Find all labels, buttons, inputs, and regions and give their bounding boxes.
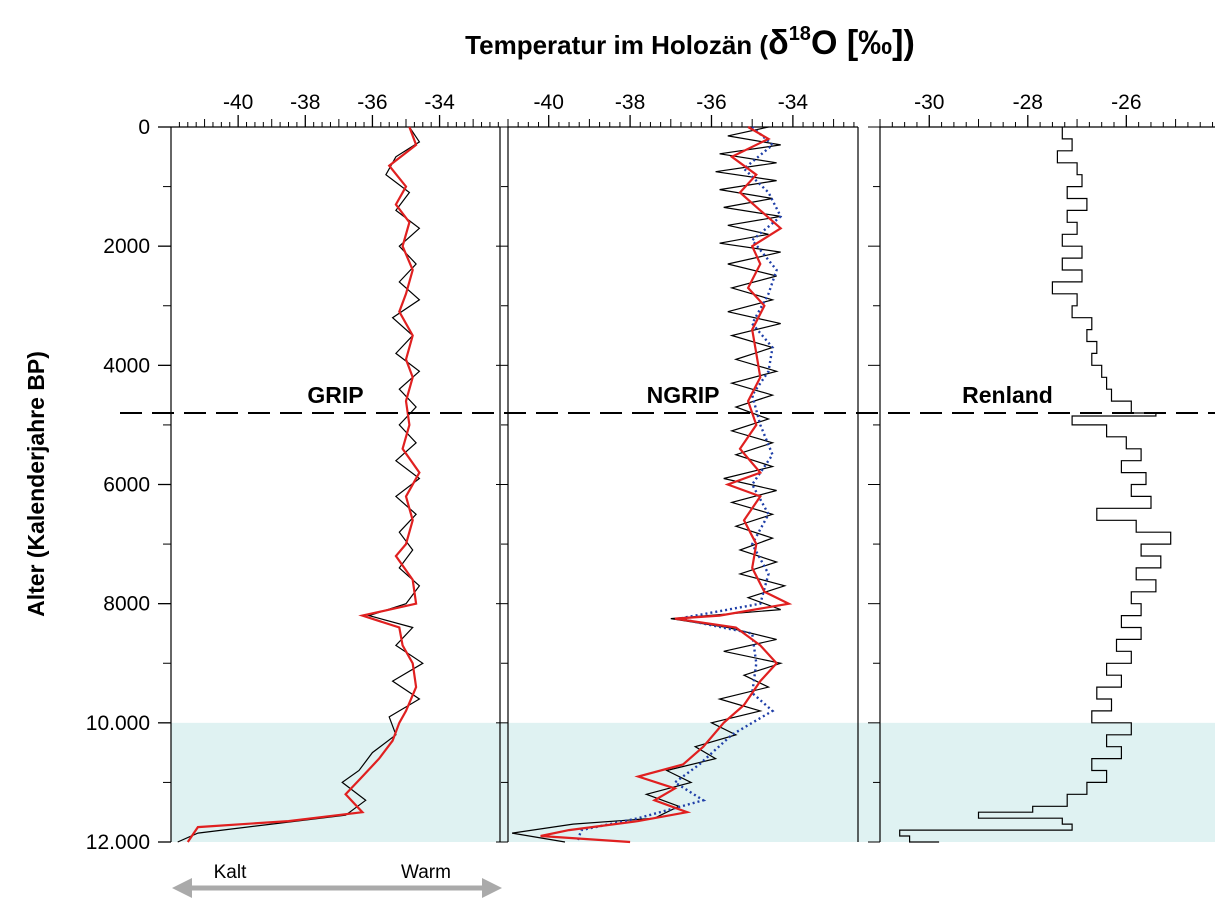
title-o: O [811,24,837,62]
y-tick-label: 0 [138,116,150,139]
panel-label: GRIP [307,382,363,408]
y-tick-label: 2000 [103,235,150,258]
title-prefix: Temperatur im Holozän ( [465,30,768,60]
x-tick-label: -26 [1111,91,1141,114]
panel-ngrip: -40 -38 -36 -34 NGRIP [496,91,859,844]
y-tick-label: 4000 [103,354,150,377]
x-tick-label: -40 [534,91,564,114]
panel-label: Renland [962,382,1053,408]
x-tick-label: -38 [615,91,645,114]
shade-band [171,722,1215,842]
title-delta: δ [768,24,789,62]
series-smooth [540,126,793,844]
x-tick-label: -34 [424,91,455,114]
series-raw [177,126,424,843]
shaded-region [171,722,1215,842]
arrow-label-warm: Warm [401,862,451,883]
x-tick-label: -36 [357,91,387,114]
series-raw [899,127,1172,843]
panel-label: NGRIP [647,382,720,408]
panel-renland: -30 -28 -26 Renland [868,91,1215,843]
x-tick-label: -30 [914,91,944,114]
x-tick-label: -34 [778,91,809,114]
x-tick-label: -38 [290,91,320,114]
x-tick-label: -28 [1013,91,1043,114]
y-tick-label: 12.000 [86,831,150,854]
y-tick-label: 6000 [103,474,150,497]
y-axis: 0 2000 4000 6000 8000 10.000 12.000 [86,116,1215,854]
series-raw [512,126,787,843]
y-axis-label: Alter (Kalenderjahre BP) [23,351,49,617]
title-sup: 18 [789,23,811,45]
x-tick-label: -40 [223,91,253,114]
temperature-arrow: Kalt Warm [172,862,502,898]
y-tick-label: 8000 [103,593,150,616]
arrow-label-cold: Kalt [214,862,247,883]
series-smooth [186,126,421,843]
chart-title: Temperatur im Holozän (δ18O [‰]) [465,23,915,62]
y-tick-label: 10.000 [86,712,150,735]
x-tick-label: -36 [696,91,726,114]
title-suffix: [‰]) [837,24,914,62]
